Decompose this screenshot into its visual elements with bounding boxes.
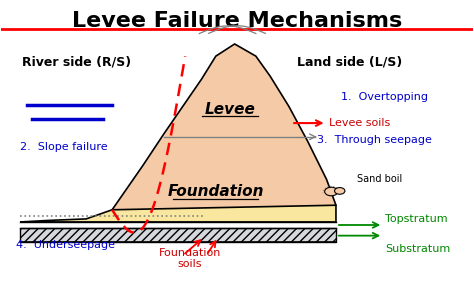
Circle shape (335, 188, 345, 194)
Text: Foundation
soils: Foundation soils (159, 248, 221, 269)
Text: Foundation: Foundation (167, 184, 264, 199)
Text: Levee soils: Levee soils (329, 118, 390, 128)
Text: Substratum: Substratum (385, 244, 451, 254)
Text: Land side (L/S): Land side (L/S) (298, 56, 403, 69)
Text: Sand boil: Sand boil (357, 174, 402, 185)
Text: 2.  Slope failure: 2. Slope failure (20, 142, 108, 152)
Polygon shape (20, 228, 336, 242)
Text: 3.  Through seepage: 3. Through seepage (317, 135, 432, 145)
Text: River side (R/S): River side (R/S) (22, 56, 131, 69)
Circle shape (325, 187, 338, 196)
Polygon shape (112, 44, 336, 210)
Text: 1.  Overtopping: 1. Overtopping (341, 92, 428, 102)
Text: 4.  Underseepage: 4. Underseepage (16, 240, 115, 250)
Text: Levee Failure Mechanisms: Levee Failure Mechanisms (72, 10, 402, 30)
Text: Levee: Levee (204, 102, 255, 117)
Polygon shape (20, 170, 336, 222)
Text: Topstratum: Topstratum (385, 214, 448, 224)
